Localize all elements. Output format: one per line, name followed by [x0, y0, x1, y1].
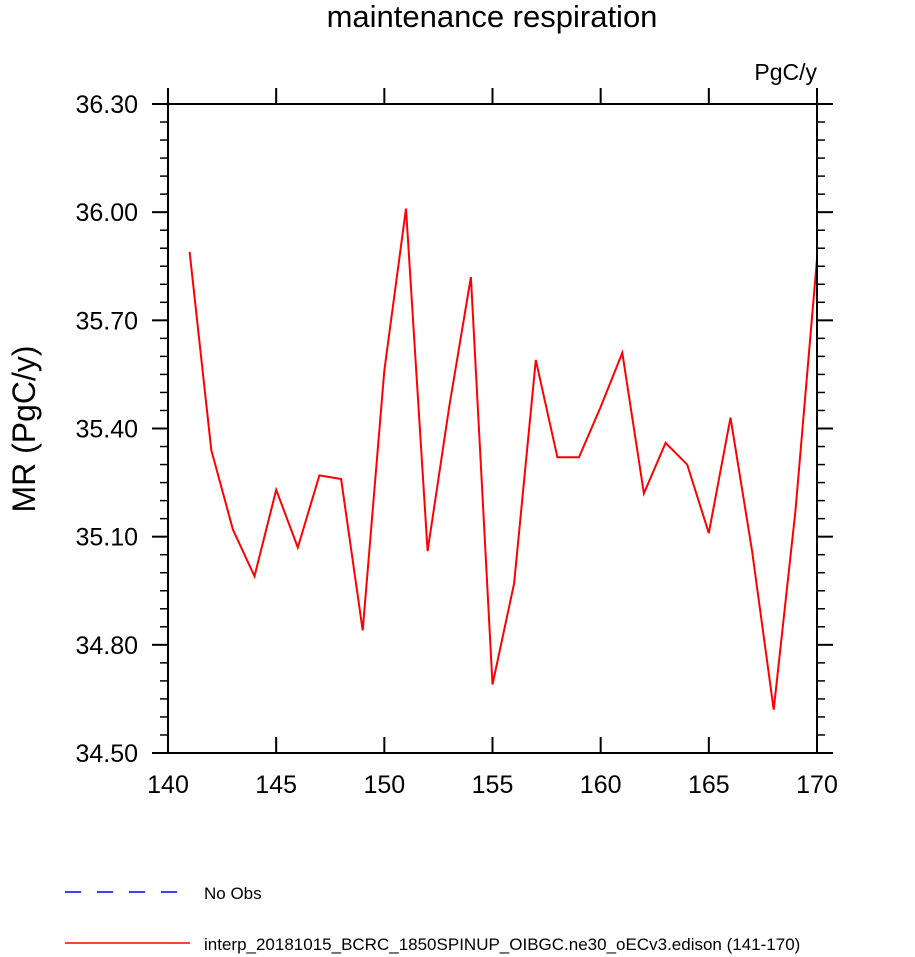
x-tick-label: 145	[255, 771, 297, 799]
x-tick-label: 170	[796, 771, 838, 799]
legend-label: interp_20181015_BCRC_1850SPINUP_OIBGC.ne…	[204, 935, 800, 954]
legend-label: No Obs	[204, 884, 262, 903]
y-tick-label: 36.30	[75, 91, 138, 119]
y-tick-label: 35.40	[75, 416, 138, 444]
y-axis-label: MR (PgC/y)	[6, 345, 42, 512]
x-tick-label: 140	[147, 771, 189, 799]
x-tick-label: 150	[363, 771, 405, 799]
y-tick-label: 34.50	[75, 740, 138, 768]
x-tick-label: 160	[580, 771, 622, 799]
legend: No Obs interp_20181015_BCRC_1850SPINUP_OI…	[65, 884, 800, 954]
y-tick-label: 36.00	[75, 199, 138, 227]
series-line	[188, 208, 818, 710]
x-tick-label: 165	[688, 771, 730, 799]
y-tick-label: 35.10	[75, 524, 138, 552]
y-tick-label: 35.70	[75, 307, 138, 335]
y-tick-label: 34.80	[75, 632, 138, 660]
series-layer	[188, 208, 818, 710]
units-label: PgC/y	[754, 59, 817, 85]
tick-labels: 140 145 150 155 160 165 170 34.50 34.80 35.10 35.4…	[75, 91, 837, 799]
x-tick-label: 155	[472, 771, 514, 799]
chart-title: maintenance respiration	[327, 0, 658, 34]
plot-frame	[167, 103, 818, 754]
